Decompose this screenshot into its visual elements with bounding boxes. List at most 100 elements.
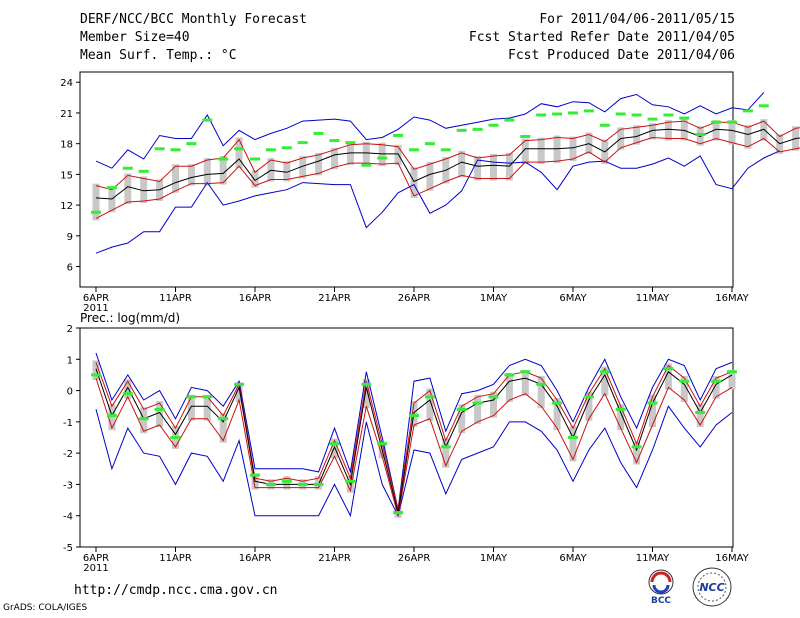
start-date-label: Fcst Started Refer Date 2011/04/05 <box>468 30 735 45</box>
panel1-median-marker <box>91 210 101 214</box>
panel2-spread-box <box>617 404 625 431</box>
panel1-spread-box <box>315 152 323 176</box>
panel1-x-tick-label: 6APR <box>83 293 109 304</box>
panel1-spread-box <box>426 162 434 191</box>
panel1-spread-box <box>458 150 466 178</box>
panel2-spread-box <box>426 388 434 421</box>
panel1-median-marker <box>456 128 467 132</box>
panel2-spread-box <box>649 394 656 427</box>
panel1-median-marker <box>202 118 213 122</box>
panel1-x-tick-label: 16MAY <box>715 293 749 304</box>
panel1-median-marker <box>472 127 483 131</box>
ncc-logo-text: NCC <box>699 581 724 594</box>
panel1-median-marker <box>424 142 435 146</box>
panel2-median-marker <box>711 379 722 383</box>
panel2-upper-outer-line <box>95 352 733 510</box>
panel1-median-marker <box>711 120 722 124</box>
panel2-x-tick-label: 21APR <box>318 553 351 564</box>
panel1-spread-box <box>680 119 688 141</box>
panel1-spread-box <box>267 158 275 182</box>
panel2-x-tick-label: 6APR <box>83 553 109 564</box>
panel2-median-marker <box>138 417 149 421</box>
panel2-spread-box <box>537 376 545 409</box>
panel1-median-marker <box>679 116 690 120</box>
panel1-spread-box <box>585 132 593 154</box>
panel1-spread-box <box>712 120 720 141</box>
panel1-median-marker <box>393 133 404 137</box>
panel2-median-marker <box>647 401 658 405</box>
panel1-median-marker <box>695 132 706 136</box>
panel2-spread-box <box>585 391 593 421</box>
panel1-median-marker <box>568 111 578 115</box>
panel1-frame <box>79 71 734 288</box>
panel1-spread-box <box>156 179 164 201</box>
panel2-median-marker <box>599 370 610 374</box>
panel1-median-marker <box>329 139 340 143</box>
panel1-median-marker <box>758 104 769 108</box>
panel2-title: Prec.: log(mm/d) <box>80 311 180 325</box>
panel1-y-tick-label: 6 <box>67 263 73 274</box>
panel2-spread-box <box>601 366 609 396</box>
panel1-median-marker <box>377 156 388 160</box>
panel1-spread-box <box>569 136 577 162</box>
panel2-y-tick-label: -3 <box>63 480 73 491</box>
panel2-median-marker <box>536 382 547 386</box>
source-url[interactable]: http://cmdp.ncc.cma.gov.cn <box>74 583 278 598</box>
panel1-spread-box <box>108 187 116 213</box>
forecast-period-label: For 2011/04/06-2011/05/15 <box>539 12 735 27</box>
panel1-median-marker <box>313 131 324 135</box>
panel1-median-marker <box>742 109 753 113</box>
panel2-median-marker <box>234 382 245 386</box>
panel1-x-tick-label: 21APR <box>318 293 351 304</box>
panel1-spread-box <box>283 161 291 182</box>
panel1-spread-box <box>331 147 338 170</box>
panel1-mean-line <box>95 128 800 200</box>
ncc-logo: NCC <box>692 567 732 607</box>
panel1-median-marker <box>361 163 372 167</box>
panel2-spread-box <box>235 382 243 402</box>
panel2-spread-box <box>664 363 672 390</box>
panel1-x-tick-label: 16APR <box>239 293 272 304</box>
panel1-spread-box <box>633 125 641 145</box>
panel2-x-tick-label: 26APR <box>398 553 431 564</box>
panel1-median-marker <box>297 141 308 145</box>
panel1-median-marker <box>186 142 197 146</box>
panel2-median-marker <box>472 401 483 405</box>
panel1-spread-box <box>728 120 736 145</box>
panel2-x-year-label: 2011 <box>83 563 108 574</box>
panel1-median-marker <box>170 148 181 152</box>
panel2-median-marker <box>695 410 706 414</box>
panel1-median-marker <box>647 117 658 121</box>
panel1-spread-box <box>649 123 656 140</box>
panel2-spread-box <box>331 438 338 459</box>
panel2-median-marker <box>504 373 515 377</box>
panel1-lower-inner-line <box>95 136 800 219</box>
panel1-median-marker <box>631 113 642 117</box>
panel1-y-tick-label: 9 <box>67 232 73 243</box>
panel2-spread-box <box>283 476 291 490</box>
panel2-median-marker <box>552 401 563 405</box>
panel1-upper-outer-line <box>95 92 765 169</box>
panel2-lower-outer-line <box>95 405 733 518</box>
panel2-median-marker <box>615 407 626 411</box>
panel2-median-marker <box>345 479 356 483</box>
panel1-spread-box <box>251 170 259 188</box>
panel2-median-marker <box>663 367 674 371</box>
panel2-spread-box <box>696 404 704 427</box>
panel1-median-marker <box>663 113 674 117</box>
grads-credit: GrADS: COLA/IGES <box>3 603 88 613</box>
panel2-spread-box <box>490 391 497 418</box>
panel1-spread-box <box>92 183 100 221</box>
panel1-median-marker <box>345 141 356 145</box>
panel2-y-tick-label: 2 <box>67 324 73 335</box>
panel1-spread-box <box>346 142 354 166</box>
panel2-spread-box <box>140 407 148 434</box>
panel2-spread-box <box>712 376 720 399</box>
panel2-spread-box <box>187 394 195 421</box>
panel2-median-marker <box>409 414 419 418</box>
panel1-spread-box <box>744 125 752 149</box>
panel1-spread-box <box>521 138 529 165</box>
panel1-lower-outer-line <box>95 150 780 254</box>
panel2-median-marker <box>424 395 435 399</box>
panel1-spread-box <box>474 156 482 181</box>
